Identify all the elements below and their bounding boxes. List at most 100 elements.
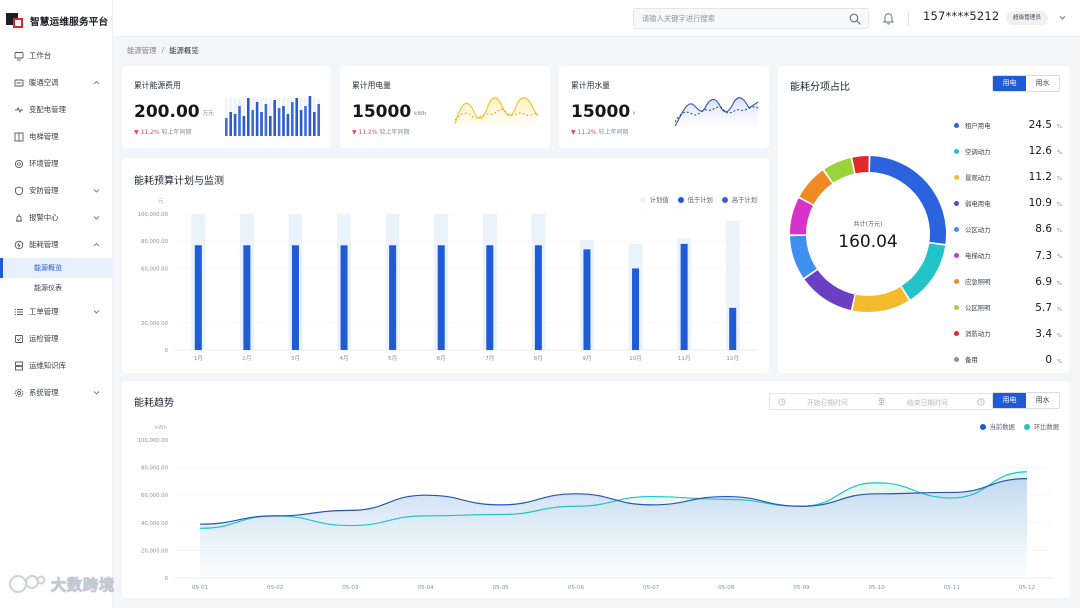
pie-slice[interactable] — [852, 286, 909, 312]
clock-icon — [977, 398, 985, 406]
legend-item[interactable]: 公区动力 8.6% — [954, 216, 1064, 242]
environment-icon — [14, 159, 24, 169]
sidebar-item-label: 工作台 — [29, 51, 52, 60]
legend-label: 备用 — [965, 356, 978, 365]
legend-item[interactable]: 空调动力 12.6% — [954, 138, 1064, 164]
breadcrumb-parent[interactable]: 能源管理 — [127, 46, 157, 55]
sparkline-bar — [247, 98, 250, 136]
brand[interactable]: 智慧运维服务平台 — [6, 12, 108, 30]
y-tick-label: 60,000.00 — [141, 266, 169, 272]
legend-item[interactable]: 公区照明 5.7% — [954, 295, 1064, 321]
tab-electricity[interactable]: 用电 — [993, 393, 1026, 408]
legend-item[interactable]: 备用 0% — [954, 347, 1064, 373]
legend-item-current[interactable]: 当前数据 — [979, 422, 1015, 431]
sidebar-item-environment[interactable]: 环境管理 — [0, 150, 113, 177]
sparkline-bar — [277, 108, 281, 136]
end-date-input[interactable]: 结束日期时间 — [907, 399, 948, 407]
legend-item-plan[interactable]: 计划值 — [639, 195, 669, 204]
x-tick-label: 05-02 — [267, 585, 283, 591]
chevron-down-icon[interactable] — [92, 307, 101, 316]
bar-actual[interactable] — [486, 245, 494, 350]
pie-slice[interactable] — [790, 198, 813, 235]
legend-item[interactable]: 消防动力 3.4% — [954, 321, 1064, 347]
legend-item-mom[interactable]: 环比数据 — [1023, 422, 1059, 431]
kpi-delta: ▼ 11.2% 较上年同期 — [571, 129, 629, 136]
pie-slice[interactable] — [804, 270, 855, 311]
sidebar-item-power-distribution[interactable]: 变配电管理 — [0, 96, 113, 123]
y-tick-label: 40,000.00 — [141, 521, 169, 527]
sidebar-item-inspection[interactable]: 运检管理 — [0, 325, 113, 352]
x-tick-label: 8月 — [534, 355, 543, 362]
sidebar-item-elevator[interactable]: 电梯管理 — [0, 123, 113, 150]
legend-item[interactable]: 应急照明 6.9% — [954, 269, 1064, 295]
legend-item-below-plan[interactable]: 低于计划 — [677, 195, 713, 204]
pie-slice[interactable] — [852, 156, 869, 174]
chevron-down-icon[interactable] — [1059, 14, 1066, 21]
pie-slice[interactable] — [799, 170, 832, 205]
work-order-icon — [14, 307, 24, 317]
chevron-down-icon[interactable] — [92, 213, 101, 222]
pie-slice[interactable] — [901, 243, 946, 300]
legend-item[interactable]: 电梯动力 7.3% — [954, 242, 1064, 268]
chevron-down-icon[interactable] — [92, 388, 101, 397]
legend-value: 8.6 — [1035, 223, 1052, 236]
bar-actual[interactable] — [194, 245, 202, 350]
search-input[interactable] — [634, 9, 834, 28]
sidebar-item-energy[interactable]: 能耗管理 — [0, 231, 113, 258]
bar-actual[interactable] — [632, 268, 640, 350]
power-distribution-icon — [14, 105, 24, 115]
tab-water[interactable]: 用水 — [1026, 393, 1059, 408]
header-divider — [908, 11, 909, 26]
chevron-up-icon[interactable] — [92, 78, 101, 87]
sidebar-item-work-order[interactable]: 工单管理 — [0, 298, 113, 325]
shield-icon — [14, 186, 24, 196]
chevron-down-icon[interactable] — [92, 186, 101, 195]
sidebar-item-shield[interactable]: 安防管理 — [0, 177, 113, 204]
pie-slice[interactable] — [790, 235, 817, 278]
sparkline-bar — [251, 110, 254, 136]
breadcrumb: 能源管理 / 能源概览 — [127, 45, 199, 56]
search-icon[interactable] — [849, 13, 861, 25]
bar-actual[interactable] — [243, 245, 251, 350]
legend-dot — [954, 148, 959, 154]
bar-actual[interactable] — [583, 249, 591, 350]
sidebar-subitem[interactable]: 能源仪表 — [34, 284, 62, 292]
bar-actual[interactable] — [437, 245, 445, 350]
x-tick-label: 05-06 — [568, 585, 585, 591]
legend-item[interactable]: 弱电用电 10.9% — [954, 190, 1064, 216]
legend-item-above-plan[interactable]: 高于计划 — [721, 195, 757, 204]
chevron-up-icon[interactable] — [92, 240, 101, 249]
pie-slice[interactable] — [824, 157, 855, 183]
start-date-input[interactable]: 开始日期时间 — [807, 399, 848, 407]
kpi-value: 15000 t — [571, 102, 636, 122]
sparkline-bar — [295, 98, 298, 136]
trend-area-chart: kWh 0 20,000.00 40,000.00 60,000.00 80,000.00… — [138, 425, 1052, 591]
bell-icon[interactable] — [882, 11, 895, 25]
sidebar-item-alarm[interactable]: 报警中心 — [0, 204, 113, 231]
bar-actual[interactable] — [340, 245, 348, 350]
tab-electricity[interactable]: 用电 — [993, 76, 1026, 91]
sidebar-item-monitor[interactable]: 工作台 — [0, 42, 113, 69]
tab-water[interactable]: 用水 — [1026, 76, 1059, 91]
kpi-card-electricity: 累计用电量 15000 kWh ▼ 11.2% 较上年同期 — [340, 66, 550, 148]
bar-actual[interactable] — [680, 243, 688, 350]
x-tick-label: 10月 — [629, 355, 642, 362]
legend-item[interactable]: 景观动力 11.2% — [954, 164, 1064, 190]
sparkline-bar — [313, 112, 316, 136]
user-phone[interactable]: 157****5212 — [923, 9, 1000, 23]
pie-slice[interactable] — [869, 156, 946, 244]
series-line-current[interactable] — [199, 478, 1028, 525]
breadcrumb-current: 能源概览 — [169, 46, 199, 55]
sidebar-subitem[interactable]: 能源概览 — [0, 258, 113, 278]
legend-value: 12.6 — [1028, 145, 1052, 158]
bar-actual[interactable] — [389, 245, 397, 350]
bar-actual[interactable] — [291, 245, 299, 350]
sidebar-item-settings[interactable]: 系统管理 — [0, 379, 113, 406]
sidebar-item-hvac[interactable]: 暖通空调 — [0, 69, 113, 96]
legend-item[interactable]: 租户用电 24.5% — [954, 112, 1064, 138]
bar-actual[interactable] — [534, 245, 542, 350]
kpi-line-sparkline — [674, 97, 759, 130]
bar-actual[interactable] — [729, 307, 737, 350]
user-role-badge[interactable]: 超级管理员 — [1006, 11, 1048, 25]
sidebar-item-knowledge-base[interactable]: 运维知识库 — [0, 352, 113, 379]
